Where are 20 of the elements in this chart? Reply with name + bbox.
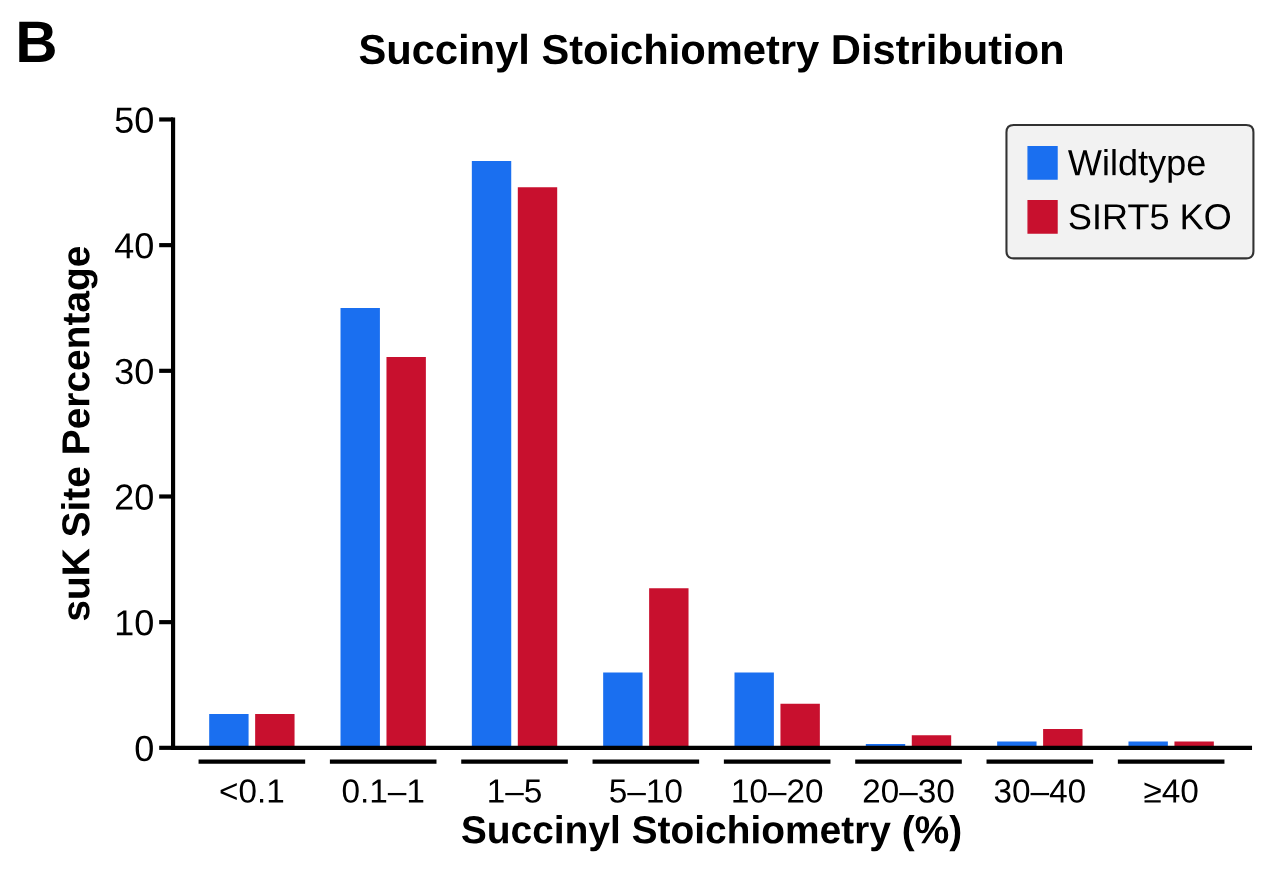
x-tick-label: 10–20 — [733, 779, 823, 803]
y-axis-title: suK Site Percentage — [61, 246, 98, 621]
x-tick-label: 1–5 — [489, 779, 541, 803]
y-tick-label: 30 — [115, 358, 153, 385]
y-tick-label: 20 — [115, 484, 153, 510]
y-tick-label: 40 — [114, 233, 153, 259]
x-tick-label: 30–40 — [994, 779, 1085, 803]
x-tick-label: <0.1 — [220, 779, 284, 803]
x-tick-label: 0.1–1 — [342, 779, 424, 803]
y-tick-label: 50 — [115, 107, 153, 133]
x-tick-label: 20–30 — [863, 779, 954, 803]
x-tick-label: ≥40 — [1144, 779, 1198, 803]
x-axis-title: Succinyl Stoichiometry (%) — [461, 815, 961, 852]
x-tick-label: 5–10 — [610, 779, 682, 803]
y-tick-label: 10 — [116, 610, 153, 636]
legend-label: SIRT5 KO — [1069, 204, 1231, 230]
legend-label: Wildtype — [1068, 148, 1205, 183]
text: B — [19, 21, 55, 62]
chart-title: Succinyl Stoichiometry Distribution — [359, 33, 1063, 73]
y-tick-label: 0 — [135, 735, 153, 762]
